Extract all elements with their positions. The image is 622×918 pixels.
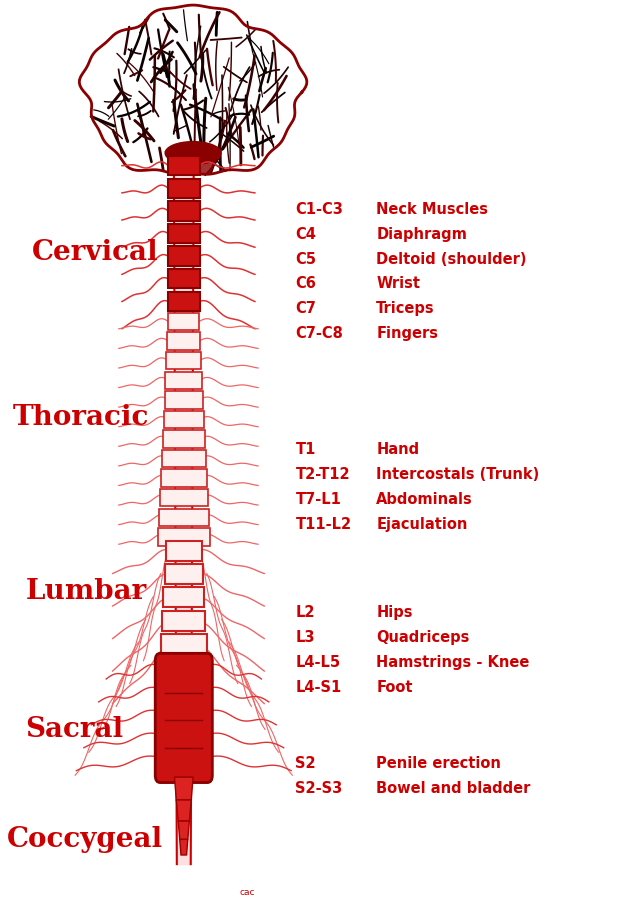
FancyBboxPatch shape	[162, 610, 205, 631]
FancyBboxPatch shape	[167, 332, 200, 350]
Text: L4-L5: L4-L5	[295, 655, 341, 670]
Text: Diaphragm: Diaphragm	[376, 227, 467, 242]
FancyBboxPatch shape	[164, 588, 204, 608]
Text: Triceps: Triceps	[376, 301, 435, 316]
Text: cac: cac	[239, 888, 255, 897]
Text: Abdominals: Abdominals	[376, 492, 473, 507]
FancyBboxPatch shape	[168, 179, 200, 198]
FancyBboxPatch shape	[162, 450, 206, 467]
Text: Lumbar: Lumbar	[26, 578, 147, 605]
Text: Coccygeal: Coccygeal	[7, 826, 163, 853]
Polygon shape	[176, 800, 191, 821]
Text: S2-S3: S2-S3	[295, 780, 343, 796]
FancyBboxPatch shape	[166, 541, 202, 561]
Text: C7: C7	[295, 301, 317, 316]
FancyBboxPatch shape	[168, 201, 200, 220]
Text: C5: C5	[295, 252, 317, 266]
FancyBboxPatch shape	[158, 528, 210, 545]
Text: T7-L1: T7-L1	[295, 492, 341, 507]
FancyBboxPatch shape	[168, 224, 200, 243]
Polygon shape	[165, 151, 221, 174]
Text: Bowel and bladder: Bowel and bladder	[376, 780, 531, 796]
FancyBboxPatch shape	[156, 654, 212, 782]
Text: L3: L3	[295, 631, 315, 645]
FancyBboxPatch shape	[168, 247, 200, 265]
Text: Intercostals (Trunk): Intercostals (Trunk)	[376, 467, 539, 482]
Polygon shape	[180, 839, 188, 855]
FancyBboxPatch shape	[169, 313, 199, 330]
Polygon shape	[178, 821, 189, 839]
Text: Cervical: Cervical	[32, 240, 159, 266]
FancyBboxPatch shape	[165, 564, 203, 584]
FancyBboxPatch shape	[168, 269, 200, 288]
Text: Sacral: Sacral	[26, 716, 124, 743]
Text: Hips: Hips	[376, 606, 412, 621]
Text: L4-S1: L4-S1	[295, 679, 341, 695]
Text: C4: C4	[295, 227, 317, 242]
Text: Neck Muscles: Neck Muscles	[376, 202, 488, 218]
FancyBboxPatch shape	[161, 469, 207, 487]
Ellipse shape	[85, 8, 302, 176]
Text: L2: L2	[295, 606, 315, 621]
Text: Deltoid (shoulder): Deltoid (shoulder)	[376, 252, 527, 266]
Text: Fingers: Fingers	[376, 326, 438, 341]
Text: C7-C8: C7-C8	[295, 326, 343, 341]
FancyBboxPatch shape	[159, 509, 208, 526]
Text: Penile erection: Penile erection	[376, 756, 501, 771]
Text: C1-C3: C1-C3	[295, 202, 343, 218]
Text: Hamstrings - Knee: Hamstrings - Knee	[376, 655, 529, 670]
FancyBboxPatch shape	[168, 156, 200, 175]
Text: S2: S2	[295, 756, 316, 771]
FancyBboxPatch shape	[160, 489, 208, 507]
FancyBboxPatch shape	[164, 410, 204, 428]
Text: Foot: Foot	[376, 679, 412, 695]
Text: T2-T12: T2-T12	[295, 467, 350, 482]
Text: Wrist: Wrist	[376, 276, 420, 291]
FancyBboxPatch shape	[163, 431, 205, 448]
Text: Thoracic: Thoracic	[13, 404, 149, 431]
Text: Quadriceps: Quadriceps	[376, 631, 470, 645]
FancyBboxPatch shape	[167, 352, 201, 369]
Text: Ejaculation: Ejaculation	[376, 517, 468, 532]
Text: C6: C6	[295, 276, 317, 291]
FancyBboxPatch shape	[168, 292, 200, 311]
Polygon shape	[174, 777, 193, 800]
FancyBboxPatch shape	[165, 391, 203, 409]
FancyBboxPatch shape	[165, 372, 202, 389]
Text: T11-L2: T11-L2	[295, 517, 351, 532]
Ellipse shape	[165, 141, 221, 164]
Text: T1: T1	[295, 442, 316, 457]
Text: Hand: Hand	[376, 442, 419, 457]
FancyBboxPatch shape	[161, 634, 207, 655]
